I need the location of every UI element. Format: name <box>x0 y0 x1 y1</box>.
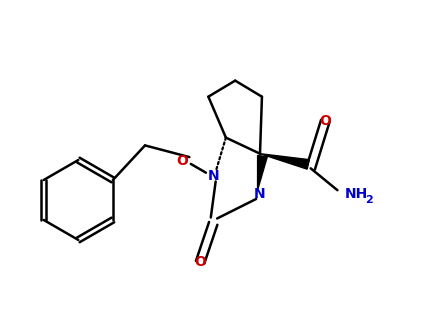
Text: NH: NH <box>345 187 368 201</box>
Text: O: O <box>176 154 188 168</box>
Text: O: O <box>194 255 206 269</box>
Polygon shape <box>258 156 267 190</box>
Polygon shape <box>260 154 309 169</box>
Text: N: N <box>254 187 266 201</box>
Text: N: N <box>207 169 219 183</box>
Text: O: O <box>319 114 331 128</box>
Text: 2: 2 <box>365 195 373 205</box>
